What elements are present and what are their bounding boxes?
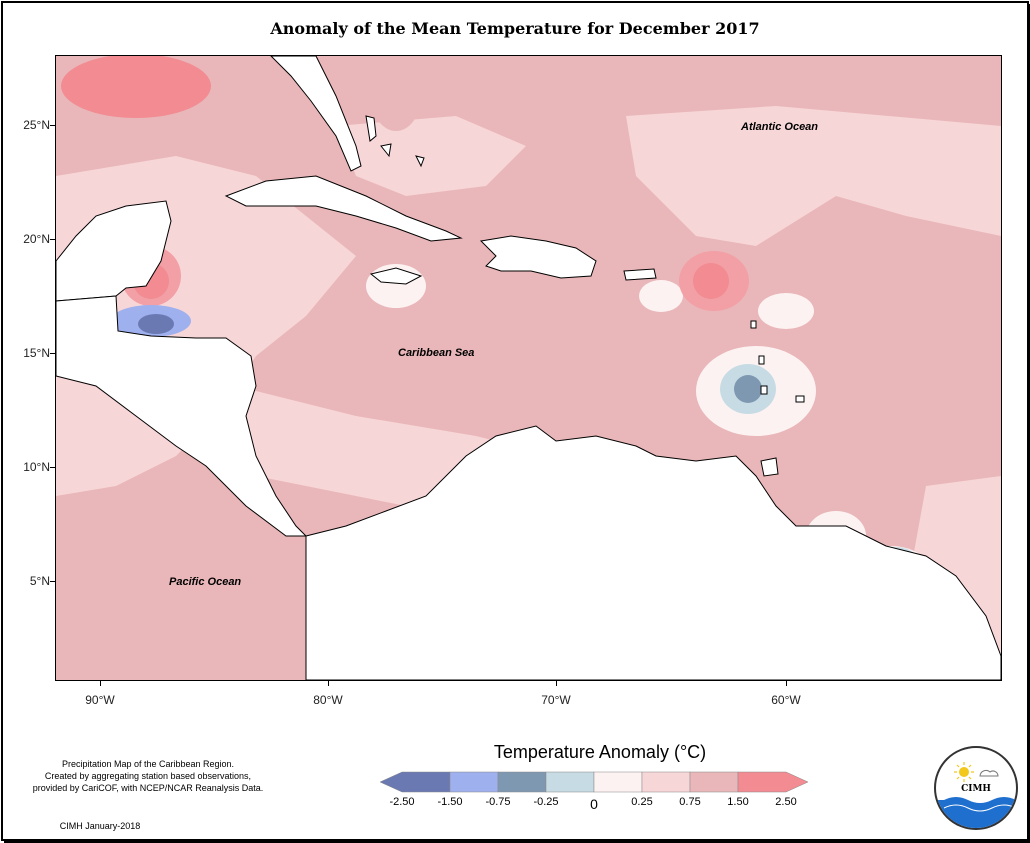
colorbar-tick-label: -2.50 [389,796,415,808]
colorbar-segment [497,771,547,793]
colorbar-segment [449,771,499,793]
note-line-3: provided by CariCOF, with NCEP/NCAR Rean… [32,783,264,793]
lon-tick-label: 70°W [541,693,571,707]
anomaly-light-zone [336,116,526,196]
map-title: Anomaly of the Mean Temperature for Dece… [270,19,760,38]
lon-tick-mark [786,680,787,686]
lon-tick-label: 90°W [85,693,115,707]
colorbar-tick-label: 0 [590,796,598,812]
lon-tick-mark [556,680,557,686]
land-south-america [305,425,1001,680]
colorbar-tick-label: 2.50 [775,796,797,808]
colorbar-segment [641,771,691,793]
lat-tick-label: 5°N [29,574,50,588]
land-florida [270,56,362,172]
cimh-logo: CIMH [934,746,1018,830]
logo-text: CIMH [961,784,991,794]
colorbar-segment [593,771,643,793]
land-jamaica [369,267,423,285]
colorbar [380,771,809,793]
anomaly-neutral-zone [758,293,814,329]
colorbar-tick-label: 1.50 [727,796,749,808]
atlantic-ocean-label: Atlantic Ocean [741,121,819,133]
credit-note: CIMH January-2018 [59,821,141,831]
anomaly-neutral-zone [639,280,683,312]
sun-rays-icon [954,762,974,782]
land-puerto-rico [623,268,657,281]
land-lesser-antilles [750,320,757,329]
anomaly-cool-core [138,314,174,334]
pacific-ocean-label: Pacific Ocean [169,576,242,588]
colorbar-tick-label: 0.25 [631,796,653,808]
land-trinidad [760,457,779,477]
colorbar-tick-label: -0.75 [485,796,511,808]
land-bahamas [380,143,392,158]
anomaly-warm-spot [61,56,211,118]
lon-tick-label: 60°W [771,693,801,707]
land-central-america [56,295,308,537]
anomaly-warm-core [693,263,729,299]
colorbar-segment [545,771,595,793]
colorbar-title: Temperature Anomaly (°C) [493,742,707,762]
colorbar-tick-label: 0.75 [679,796,701,808]
lon-tick-label: 80°W [313,693,343,707]
sun-icon [959,767,969,777]
anomaly-light-zone [626,106,1001,246]
lat-tick-label: 15°N [23,346,50,360]
lat-tick-mark [50,125,55,126]
cloud-icon [979,769,999,777]
caribbean-sea-label: Caribbean Sea [398,347,475,359]
note-line-1: Precipitation Map of the Caribbean Regio… [61,759,235,769]
colorbar-segment [737,771,809,793]
lat-tick-label: 10°N [23,460,50,474]
lat-tick-label: 20°N [23,232,50,246]
map-canvas [56,56,1001,680]
land-lesser-antilles [760,385,768,395]
colorbar-tick-label: -0.25 [533,796,559,808]
note-line-2: Created by aggregating station based obs… [44,771,252,781]
cimh-logo-graphic [936,762,1016,828]
anomaly-map: Atlantic Ocean Caribbean Sea Pacific Oce… [55,55,1002,681]
anomaly-cool-core [734,375,762,403]
colorbar-tick-label: -1.50 [437,796,463,808]
land-masses [56,56,1001,680]
lon-tick-mark [328,680,329,686]
lat-tick-mark [50,239,55,240]
lat-tick-mark [50,581,55,582]
colorbar-segment [689,771,739,793]
land-cuba [224,175,463,242]
land-bahamas [415,155,425,168]
land-hispaniola [479,235,597,279]
land-lesser-antilles [795,395,805,403]
lat-tick-label: 25°N [23,118,50,132]
land-bahamas [365,115,377,142]
land-lesser-antilles [758,355,765,365]
lat-tick-mark [50,467,55,468]
lat-tick-mark [50,353,55,354]
lon-tick-mark [100,680,101,686]
anomaly-warm-spot [371,61,421,131]
colorbar-segment [380,771,451,793]
wave-line-icon [943,804,1016,812]
